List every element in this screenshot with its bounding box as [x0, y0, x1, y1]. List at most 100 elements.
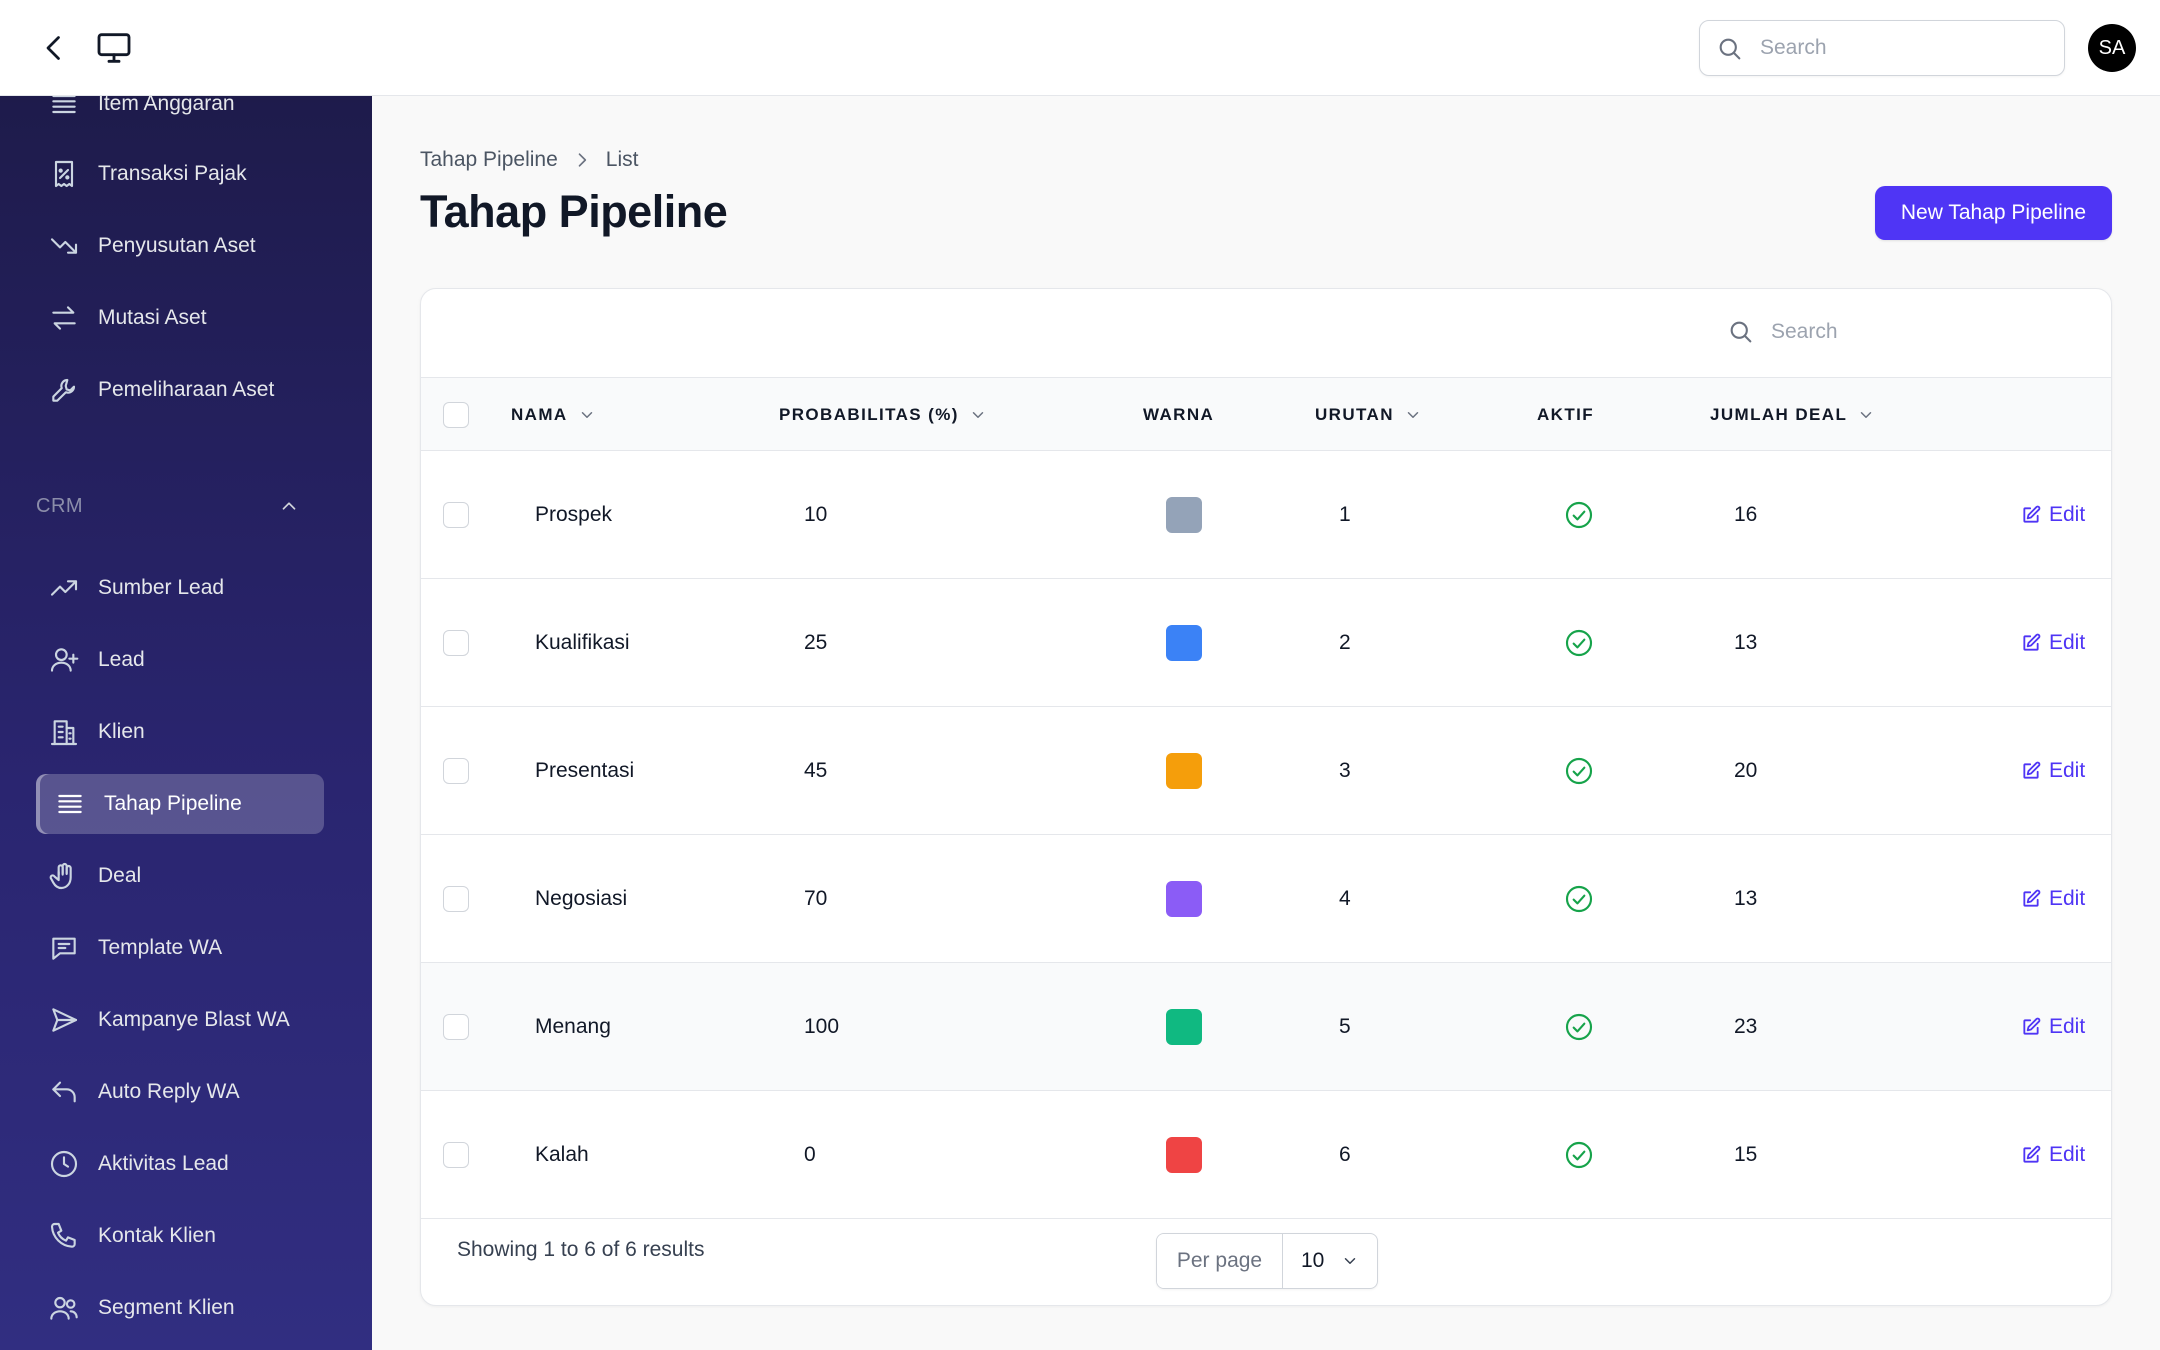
chevron-down-icon — [1407, 412, 1419, 418]
back-button[interactable] — [36, 30, 72, 66]
table-search-input[interactable] — [1771, 304, 2061, 360]
select-all-checkbox[interactable] — [443, 402, 469, 428]
bars-icon — [36, 774, 96, 834]
cell-jumlah-deal: 13 — [1734, 887, 1758, 910]
cell-nama: Prospek — [535, 503, 613, 526]
sidebar-item-segment-klien[interactable]: Segment Klien — [36, 1278, 324, 1338]
sidebar-item-auto-reply-wa[interactable]: Auto Reply WA — [36, 1062, 324, 1122]
table-row[interactable]: Kualifikasi 25 2 13 Edit — [421, 579, 2111, 707]
cell-jumlah-deal: 20 — [1734, 759, 1758, 782]
cell-warna — [1166, 451, 1202, 579]
table-row[interactable]: Kalah 0 6 15 Edit — [421, 1091, 2111, 1219]
column-header-nama[interactable]: NAMA — [511, 378, 596, 452]
table-search[interactable] — [1711, 304, 2079, 360]
pencil-square-icon — [2023, 1017, 2041, 1035]
chevron-left-icon — [46, 36, 60, 60]
check-circle-icon — [1565, 757, 1593, 785]
cell-jumlah-deal: 13 — [1734, 631, 1758, 654]
row-checkbox[interactable] — [443, 886, 469, 912]
row-checkbox[interactable] — [443, 1014, 469, 1040]
global-search-input[interactable] — [1760, 21, 2050, 75]
chevron-down-icon — [1860, 412, 1872, 418]
sidebar-item-mutasi-aset[interactable]: Mutasi Aset — [36, 288, 324, 348]
check-circle-icon — [1565, 1141, 1593, 1169]
row-checkbox[interactable] — [443, 1142, 469, 1168]
cell-probabilitas: 45 — [804, 759, 828, 782]
sidebar-item-label: Klien — [98, 720, 145, 743]
edit-button[interactable]: Edit — [2021, 451, 2085, 579]
sidebar-item-aktivitas-lead[interactable]: Aktivitas Lead — [36, 1134, 324, 1194]
cell-urutan: 1 — [1339, 503, 1351, 526]
column-header-urutan[interactable]: URUTAN — [1315, 378, 1422, 452]
edit-button[interactable]: Edit — [2021, 707, 2085, 835]
per-page-select[interactable]: 10 — [1283, 1234, 1377, 1288]
edit-button[interactable]: Edit — [2021, 835, 2085, 963]
sidebar-group-crm[interactable]: CRM — [36, 486, 300, 526]
per-page-control: Per page 10 — [1156, 1233, 1378, 1289]
cell-urutan: 3 — [1339, 759, 1351, 782]
sidebar-item-label: Deal — [98, 864, 142, 887]
cell-warna — [1166, 835, 1202, 963]
users-icon — [36, 1278, 96, 1338]
trending-up-icon — [36, 558, 96, 618]
cell-jumlah-deal: 15 — [1734, 1143, 1758, 1166]
cell-urutan: 2 — [1339, 631, 1351, 654]
table-row[interactable]: Negosiasi 70 4 13 Edit — [421, 835, 2111, 963]
sidebar-item-transaksi-pajak[interactable]: Transaksi Pajak — [36, 144, 324, 204]
cell-aktif — [1563, 451, 1595, 579]
breadcrumb-parent-link[interactable]: Tahap Pipeline — [420, 148, 558, 171]
edit-button[interactable]: Edit — [2021, 1091, 2085, 1219]
column-label: NAMA — [511, 405, 568, 424]
sidebar-item-kampanye-blast-wa[interactable]: Kampanye Blast WA — [36, 990, 324, 1050]
search-icon — [1719, 38, 1741, 60]
user-avatar[interactable]: SA — [2088, 24, 2136, 72]
sidebar-item-tahap-pipeline[interactable]: Tahap Pipeline — [36, 774, 324, 834]
trending-down-icon — [36, 216, 96, 276]
edit-label: Edit — [2049, 503, 2086, 526]
cell-nama: Menang — [535, 1015, 611, 1038]
per-page-label: Per page — [1157, 1234, 1283, 1288]
cell-jumlah-deal: 16 — [1734, 503, 1758, 526]
edit-button[interactable]: Edit — [2021, 963, 2085, 1091]
column-header-jumlah-deal[interactable]: JUMLAH DEAL — [1710, 378, 1875, 452]
sidebar-item-pemeliharaan-aset[interactable]: Pemeliharaan Aset — [36, 360, 324, 420]
edit-label: Edit — [2049, 887, 2086, 910]
edit-button[interactable]: Edit — [2021, 579, 2085, 707]
desktop-view-button[interactable] — [94, 28, 134, 68]
row-checkbox[interactable] — [443, 630, 469, 656]
table-row[interactable]: Prospek 10 1 16 Edit — [421, 451, 2111, 579]
sidebar-item-penyusutan-aset[interactable]: Penyusutan Aset — [36, 216, 324, 276]
edit-label: Edit — [2049, 1015, 2086, 1038]
table-row[interactable]: Presentasi 45 3 20 Edit — [421, 707, 2111, 835]
table-row[interactable]: Menang 100 5 23 Edit — [421, 963, 2111, 1091]
global-search[interactable] — [1699, 20, 2065, 76]
sidebar-item-lead[interactable]: Lead — [36, 630, 324, 690]
paper-airplane-icon — [36, 990, 96, 1050]
arrows-right-left-icon — [36, 288, 96, 348]
cell-nama: Negosiasi — [535, 887, 628, 910]
cell-aktif — [1563, 963, 1595, 1091]
sidebar-item-klien[interactable]: Klien — [36, 702, 324, 762]
color-swatch — [1166, 881, 1202, 917]
row-checkbox[interactable] — [443, 758, 469, 784]
column-label: URUTAN — [1315, 405, 1394, 424]
user-plus-icon — [36, 630, 96, 690]
pagination-summary: Showing 1 to 6 of 6 results — [457, 1238, 705, 1261]
top-bar: SA — [0, 0, 2160, 96]
column-header-probabilitas[interactable]: PROBABILITAS (%) — [779, 378, 987, 452]
column-label: JUMLAH DEAL — [1710, 405, 1848, 424]
new-tahap-pipeline-button[interactable]: New Tahap Pipeline — [1875, 186, 2112, 240]
sidebar-item-item-anggaran[interactable]: Item Anggaran — [36, 96, 324, 134]
sidebar-item-template-wa[interactable]: Template WA — [36, 918, 324, 978]
row-checkbox[interactable] — [443, 502, 469, 528]
monitor-icon — [97, 33, 131, 63]
sidebar-item-label: Transaksi Pajak — [98, 162, 247, 185]
sidebar-item-label: Penyusutan Aset — [98, 234, 256, 257]
sidebar-item-kontak-klien[interactable]: Kontak Klien — [36, 1206, 324, 1266]
sidebar-item-sumber-lead[interactable]: Sumber Lead — [36, 558, 324, 618]
cell-urutan: 4 — [1339, 887, 1351, 910]
cell-warna — [1166, 579, 1202, 707]
cell-probabilitas: 10 — [804, 503, 828, 526]
pencil-square-icon — [2023, 1145, 2041, 1163]
sidebar-item-deal[interactable]: Deal — [36, 846, 324, 906]
